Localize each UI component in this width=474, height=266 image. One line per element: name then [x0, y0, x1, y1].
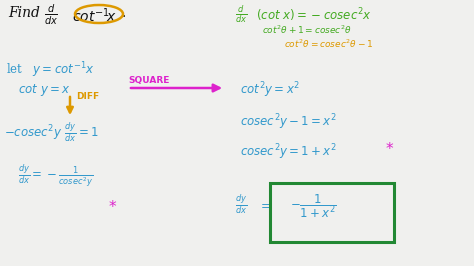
- Text: $cot^2\theta + 1 = cosec^2\theta$: $cot^2\theta + 1 = cosec^2\theta$: [262, 24, 352, 36]
- Text: $*$: $*$: [108, 198, 117, 213]
- Text: $\frac{dy}{dx}$: $\frac{dy}{dx}$: [235, 192, 247, 216]
- FancyBboxPatch shape: [270, 183, 394, 242]
- Text: $cot^2\theta = cosec^2\theta - 1$: $cot^2\theta = cosec^2\theta - 1$: [284, 38, 373, 50]
- Text: $-cosec^2y\ \frac{dy}{dx} = 1$: $-cosec^2y\ \frac{dy}{dx} = 1$: [4, 120, 99, 144]
- Text: $cosec^2y - 1 = x^2$: $cosec^2y - 1 = x^2$: [240, 112, 337, 132]
- Text: $\frac{d}{dx}$: $\frac{d}{dx}$: [44, 3, 58, 27]
- Text: $=$: $=$: [258, 198, 271, 211]
- Text: SQUARE: SQUARE: [128, 76, 169, 85]
- Text: let   $y = cot^{-1}x$: let $y = cot^{-1}x$: [6, 60, 95, 80]
- Text: $cosec^2y = 1+x^2$: $cosec^2y = 1+x^2$: [240, 142, 337, 162]
- Text: $cot^{-1}\!x$: $cot^{-1}\!x$: [72, 6, 117, 24]
- Text: $\frac{d}{dx}$: $\frac{d}{dx}$: [235, 3, 247, 25]
- Text: $cot^2y = x^2$: $cot^2y = x^2$: [240, 80, 300, 99]
- Text: $-\dfrac{1}{1+x^2}$: $-\dfrac{1}{1+x^2}$: [290, 192, 337, 220]
- Text: $(cot\ x) = -cosec^2x$: $(cot\ x) = -cosec^2x$: [256, 6, 372, 24]
- Text: Find: Find: [8, 6, 40, 20]
- Text: $cot\ y = x$: $cot\ y = x$: [18, 82, 71, 98]
- Text: DIFF: DIFF: [76, 92, 99, 101]
- Text: .: .: [122, 6, 126, 20]
- Text: $*$: $*$: [385, 140, 394, 155]
- Text: $\frac{dy}{dx} = -\frac{1}{cosec^2y}$: $\frac{dy}{dx} = -\frac{1}{cosec^2y}$: [18, 162, 93, 189]
